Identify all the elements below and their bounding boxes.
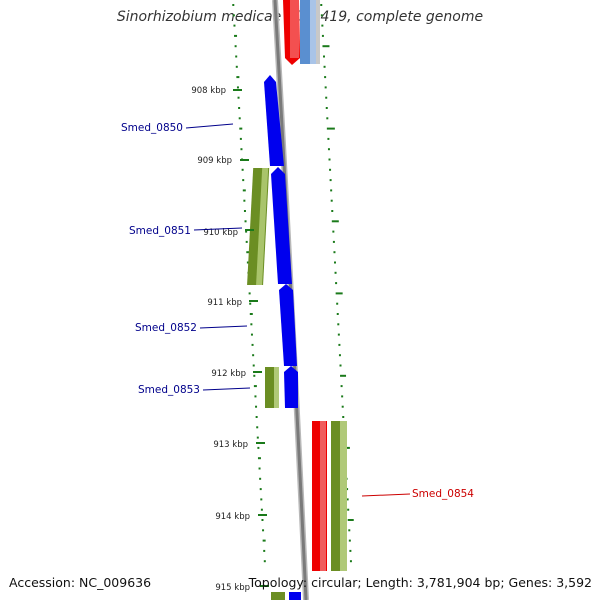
ruler-tick-913: 913 kbp [213, 440, 265, 450]
gene-label-smed-0852[interactable]: Smed_0852 [135, 322, 248, 334]
gene-smed-0852[interactable] [279, 284, 297, 366]
ruler-label: 912 kbp [211, 369, 246, 379]
gene-label-text[interactable]: Smed_0850 [121, 122, 183, 134]
gene-label-smed-0853[interactable]: Smed_0853 [138, 384, 251, 396]
ruler-label: 914 kbp [215, 512, 250, 522]
ruler-label: 909 kbp [197, 156, 232, 166]
gene-label-text[interactable]: Smed_0852 [135, 322, 197, 334]
ruler-tick-912: 912 kbp [211, 369, 262, 379]
ruler-label: 911 kbp [207, 298, 242, 308]
gene-label-smed-0854[interactable]: Smed_0854 [361, 488, 474, 500]
gene-label-text[interactable]: Smed_0851 [129, 225, 191, 237]
cds-smed-0853-shade [274, 367, 279, 408]
ruler-tick-909: 909 kbp [197, 156, 249, 166]
gene-smed-0851[interactable] [271, 167, 292, 284]
feature-bottom-blue[interactable] [289, 592, 301, 600]
ruler-label: 915 kbp [215, 583, 250, 593]
gc-skew-track-left [232, 4, 266, 563]
feature-top-grey [316, 0, 320, 64]
gene-smed-0854-shade [320, 421, 326, 571]
ruler-label: 913 kbp [213, 440, 248, 450]
gene-label-text[interactable]: Smed_0853 [138, 384, 200, 396]
ruler-tick-911: 911 kbp [207, 298, 258, 308]
ruler-tick-908: 908 kbp [191, 86, 242, 96]
gene-label-smed-0850[interactable]: Smed_0850 [121, 122, 234, 134]
gene-smed-0853[interactable] [284, 366, 298, 408]
gene-smed-0850[interactable] [264, 75, 284, 166]
feature-top-blue-light[interactable] [300, 0, 310, 64]
ruler-tick-910: 910 kbp [203, 228, 254, 238]
accession-label: Accession: NC_009636 [9, 575, 152, 590]
gene-label-text[interactable]: Smed_0854 [412, 488, 474, 500]
feature-top-red-shade [290, 0, 299, 58]
ruler-label: 908 kbp [191, 86, 226, 96]
topology-label: Topology: circular; Length: 3,781,904 bp… [248, 575, 592, 590]
ruler-tick-915: 915 kbp [215, 583, 269, 593]
cds-smed-0854-shade [340, 421, 347, 571]
cds-smed-0851-shade [256, 168, 269, 285]
feature-top-blue-pale [310, 0, 317, 64]
ruler-label: 910 kbp [203, 228, 238, 238]
gene-label-smed-0851[interactable]: Smed_0851 [129, 225, 243, 237]
coordinate-ruler: 908 kbp 909 kbp 910 kbp 911 kbp 912 kbp … [191, 86, 269, 593]
feature-bottom-green[interactable] [271, 592, 285, 600]
ruler-tick-914: 914 kbp [215, 512, 267, 522]
